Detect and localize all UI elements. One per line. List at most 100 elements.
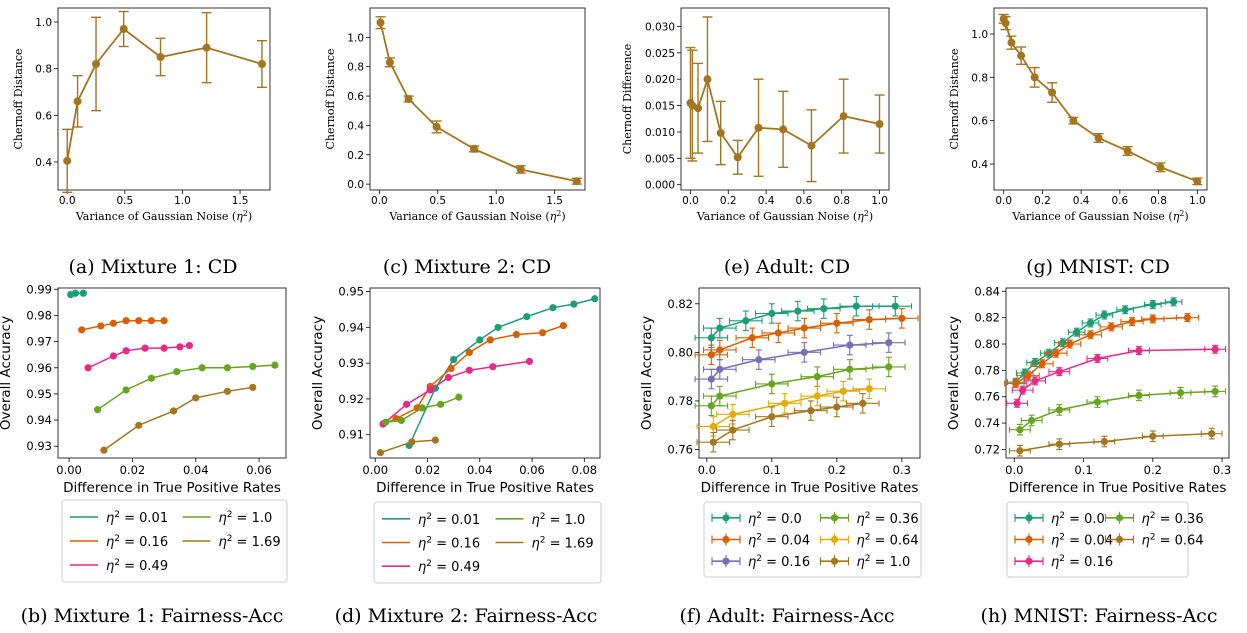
legend-label: η2 = 1.0 — [532, 512, 586, 528]
x-tick-label: 0.06 — [519, 463, 545, 477]
x-tick-label: 0.1 — [763, 463, 781, 477]
data-point — [476, 336, 484, 344]
data-point — [768, 413, 776, 421]
panel-caption: (f) Adult: Fairness-Acc — [680, 605, 895, 627]
legend: η2 = 0.0 η2 = 0.04 η2 = 0.16 η2 = 0.36 η2 = … — [703, 501, 922, 578]
data-point — [71, 289, 80, 297]
legend-label: η2 = 1.69 — [219, 534, 281, 550]
y-axis-label: Chernoff Distance — [12, 48, 25, 149]
data-point — [1059, 339, 1067, 347]
data-point — [709, 438, 717, 446]
plot-frame — [57, 287, 287, 459]
data-point — [768, 309, 776, 318]
data-point — [1069, 116, 1078, 125]
legend-entry: η2 = 0.01 — [382, 512, 480, 528]
legend-swatch-marker — [1115, 514, 1124, 522]
plot-frame — [1005, 287, 1230, 459]
series-line — [103, 386, 253, 451]
data-point — [173, 368, 181, 376]
data-point — [1073, 328, 1081, 336]
data-point — [1121, 306, 1129, 314]
data-point — [418, 404, 426, 412]
y-tick-label: 0.78 — [667, 394, 693, 408]
x-tick-label: 0.04 — [183, 463, 209, 477]
legend-entry: η2 = 0.01 — [70, 510, 168, 526]
data-point — [97, 322, 105, 330]
legend-label: η2 = 0.49 — [106, 558, 168, 574]
legend-label: η2 = 0.0 — [748, 511, 802, 527]
x-axis-label: Difference in True Positive Rates — [63, 480, 281, 496]
legend-label: η2 = 0.64 — [857, 533, 919, 549]
legend-entry: η2 = 0.04 — [711, 533, 810, 549]
data-point — [707, 375, 715, 383]
legend-label: η2 = 0.01 — [418, 512, 480, 528]
data-point — [1001, 19, 1010, 28]
x-tick-label: 0.0 — [1005, 463, 1023, 477]
data-point — [1066, 340, 1074, 348]
x-tick-label: 0.8 — [833, 195, 850, 207]
data-point — [1100, 437, 1108, 446]
y-tick-label: 0.91 — [338, 428, 364, 442]
x-axis-label: Difference in True Positive Rates — [1009, 480, 1227, 496]
legend-entry: η2 = 0.16 — [1014, 554, 1113, 570]
legend-swatch-marker — [1115, 535, 1124, 544]
y-tick-label: 0.015 — [645, 101, 675, 113]
data-point — [707, 402, 715, 410]
data-point — [1135, 346, 1143, 355]
x-tick-label: 1.5 — [546, 195, 563, 207]
legend-label: η2 = 0.16 — [106, 534, 168, 550]
data-point — [839, 112, 848, 121]
legend-frame — [373, 501, 602, 584]
data-point — [494, 323, 502, 331]
y-tick-label: 1.0 — [35, 17, 52, 29]
data-point — [397, 416, 405, 425]
y-tick-label: 0.76 — [667, 443, 693, 457]
data-point — [846, 365, 854, 373]
data-point — [93, 406, 102, 414]
series-line — [1015, 301, 1174, 383]
y-tick-label: 0.005 — [645, 153, 675, 165]
data-point — [1149, 315, 1157, 323]
data-point — [376, 449, 385, 457]
data-point — [1135, 391, 1143, 400]
data-point — [794, 307, 802, 315]
data-point — [432, 122, 441, 131]
legend-entry: η2 = 0.64 — [819, 533, 919, 549]
data-point — [716, 365, 724, 373]
data-point — [707, 334, 715, 342]
data-point — [465, 348, 473, 357]
y-tick-label: 0.76 — [974, 390, 1000, 404]
data-point — [1183, 314, 1192, 322]
data-point — [570, 300, 578, 308]
legend-entry: η2 = 1.69 — [495, 536, 594, 552]
chart-panel-a: 0.0 0.5 1.0 1.5 0.4 0.6 0.8 1.0 Variance of Gaus… — [12, 7, 271, 278]
legend-label: η2 = 0.04 — [1051, 533, 1113, 549]
data-point — [486, 336, 494, 344]
y-tick-label: 0.6 — [347, 91, 364, 103]
y-tick-label: 0.6 — [971, 116, 988, 128]
data-point — [1012, 379, 1020, 388]
y-axis-label: Overall Accuracy — [310, 316, 326, 430]
panel-caption: (c) Mixture 2: CD — [383, 256, 551, 278]
data-point — [1038, 360, 1046, 368]
y-tick-label: 0.94 — [338, 320, 364, 334]
y-tick-label: 0.8 — [347, 62, 364, 74]
data-point — [729, 410, 737, 418]
legend: η2 = 0.01 η2 = 0.16 η2 = 0.49 η2 = 1.0 η2 = … — [61, 499, 288, 583]
plot-frame — [57, 7, 271, 191]
data-point — [156, 53, 165, 61]
legend-entry: η2 = 1.0 — [495, 512, 586, 528]
y-tick-label: 0.72 — [974, 442, 1000, 456]
data-point — [160, 317, 168, 325]
panel-caption: (d) Mixture 2: Fairness-Acc — [335, 605, 598, 627]
data-point — [1016, 447, 1024, 455]
data-point — [865, 315, 873, 324]
y-axis-label: Chernoff Distance — [324, 48, 337, 149]
data-point — [1016, 426, 1024, 434]
x-tick-label: 0.0 — [995, 195, 1012, 207]
legend-label: η2 = 0.64 — [1142, 533, 1204, 549]
data-point — [891, 302, 899, 310]
y-axis-label: Overall Accuracy — [639, 316, 655, 430]
data-point — [1176, 389, 1185, 397]
